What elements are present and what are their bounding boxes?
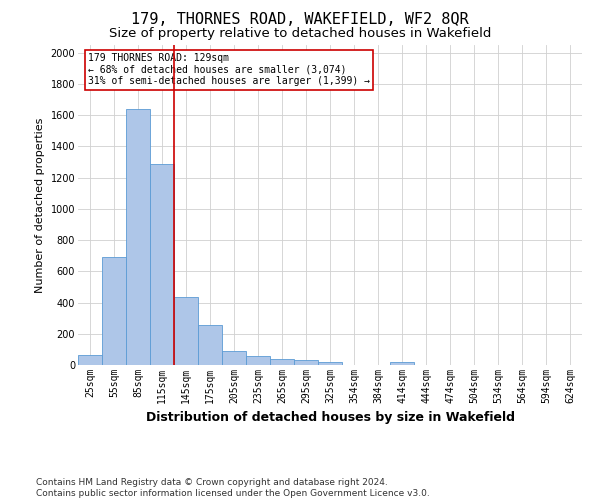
Text: 179 THORNES ROAD: 129sqm
← 68% of detached houses are smaller (3,074)
31% of sem: 179 THORNES ROAD: 129sqm ← 68% of detach… bbox=[88, 53, 370, 86]
Text: Contains HM Land Registry data © Crown copyright and database right 2024.
Contai: Contains HM Land Registry data © Crown c… bbox=[36, 478, 430, 498]
Bar bbox=[390, 362, 414, 365]
Bar bbox=[174, 297, 198, 365]
Bar bbox=[78, 355, 102, 365]
Text: 179, THORNES ROAD, WAKEFIELD, WF2 8QR: 179, THORNES ROAD, WAKEFIELD, WF2 8QR bbox=[131, 12, 469, 28]
Bar bbox=[126, 109, 150, 365]
Bar bbox=[246, 356, 270, 365]
Bar bbox=[150, 164, 174, 365]
Bar bbox=[270, 359, 294, 365]
Bar bbox=[318, 362, 342, 365]
Bar bbox=[222, 351, 246, 365]
X-axis label: Distribution of detached houses by size in Wakefield: Distribution of detached houses by size … bbox=[146, 412, 515, 424]
Bar bbox=[198, 325, 222, 365]
Text: Size of property relative to detached houses in Wakefield: Size of property relative to detached ho… bbox=[109, 28, 491, 40]
Bar bbox=[102, 258, 126, 365]
Y-axis label: Number of detached properties: Number of detached properties bbox=[35, 118, 45, 292]
Bar bbox=[294, 360, 318, 365]
